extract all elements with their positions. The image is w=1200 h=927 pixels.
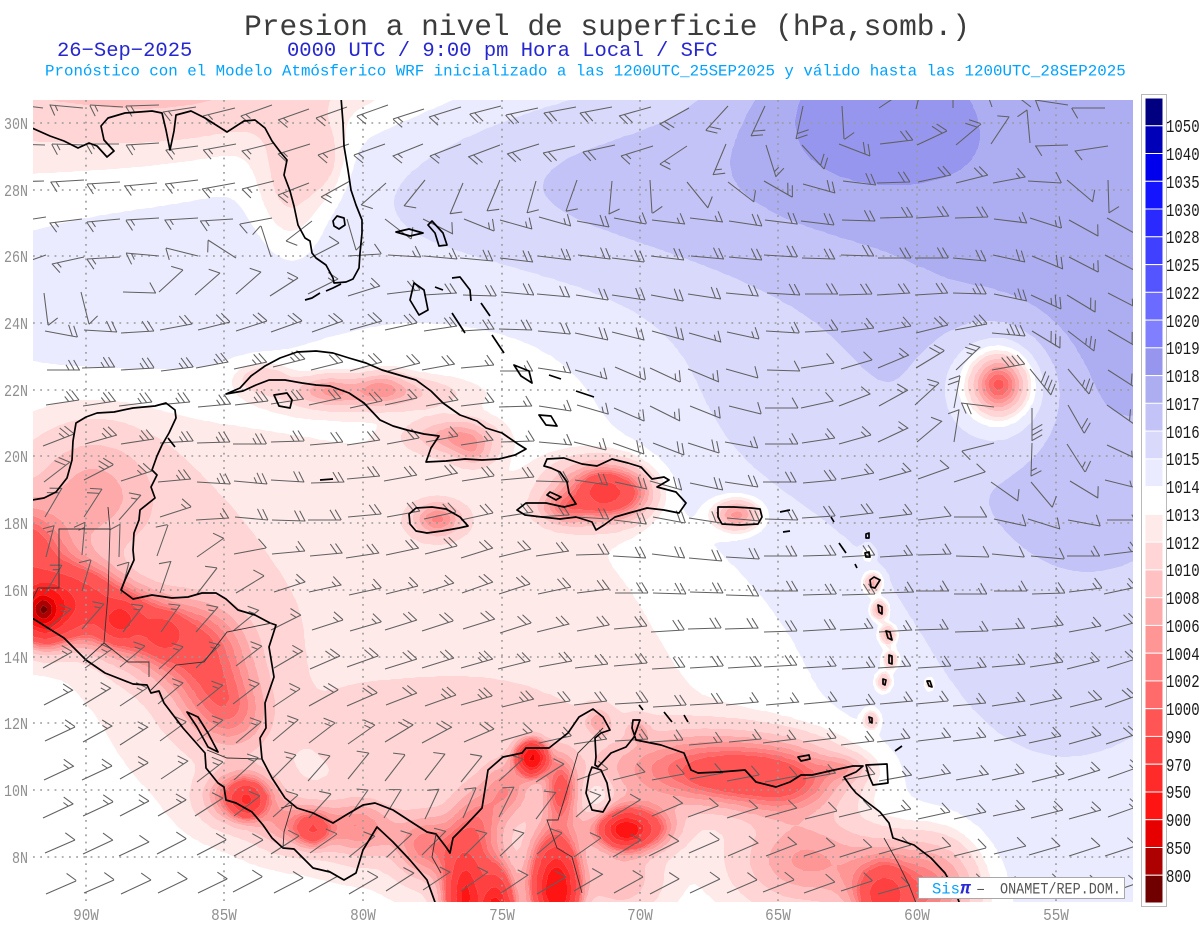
svg-text:30N: 30N [4, 115, 28, 134]
svg-text:1004: 1004 [1166, 645, 1200, 666]
svg-text:1015: 1015 [1166, 450, 1200, 471]
svg-text:1018: 1018 [1166, 367, 1200, 388]
svg-text:970: 970 [1166, 756, 1191, 777]
svg-text:Sis: Sis [932, 881, 960, 899]
svg-text:0000 UTC / 9:00 pm Hora Local: 0000 UTC / 9:00 pm Hora Local / SFC [287, 40, 718, 63]
svg-text:1017: 1017 [1166, 395, 1200, 416]
svg-text:900: 900 [1166, 811, 1191, 832]
svg-text:60W: 60W [904, 906, 930, 925]
svg-text:1028: 1028 [1166, 228, 1200, 249]
svg-text:1016: 1016 [1166, 423, 1200, 444]
svg-text:65W: 65W [765, 906, 791, 925]
svg-text:55W: 55W [1043, 906, 1069, 925]
svg-text:85W: 85W [211, 906, 237, 925]
svg-text:1020: 1020 [1166, 312, 1200, 333]
svg-text:1040: 1040 [1166, 145, 1200, 166]
svg-text:12N: 12N [4, 715, 28, 734]
svg-text:1019: 1019 [1166, 339, 1200, 360]
svg-text:28N: 28N [4, 182, 28, 201]
svg-text:16N: 16N [4, 582, 28, 601]
svg-text:70W: 70W [627, 906, 653, 925]
svg-text:14N: 14N [4, 649, 28, 668]
svg-text:8N: 8N [12, 849, 28, 868]
svg-text:1002: 1002 [1166, 672, 1200, 693]
svg-text:1013: 1013 [1166, 506, 1200, 527]
svg-text:1014: 1014 [1166, 478, 1200, 499]
svg-text:990: 990 [1166, 728, 1191, 749]
svg-text:1035: 1035 [1166, 173, 1200, 194]
svg-text:800: 800 [1166, 867, 1191, 888]
svg-text:22N: 22N [4, 382, 28, 401]
svg-text:Pronóstico con el Modelo Atmós: Pronóstico con el Modelo Atmósferico WRF… [45, 63, 1126, 81]
svg-text:1010: 1010 [1166, 561, 1200, 582]
svg-text:π: π [960, 880, 972, 900]
svg-text:1050: 1050 [1166, 117, 1200, 138]
svg-text:1000: 1000 [1166, 700, 1200, 721]
svg-text:10N: 10N [4, 782, 28, 801]
svg-text:1030: 1030 [1166, 201, 1200, 222]
svg-text:20N: 20N [4, 448, 28, 467]
svg-text:1008: 1008 [1166, 589, 1200, 610]
svg-text:80W: 80W [350, 906, 376, 925]
svg-text:1025: 1025 [1166, 256, 1200, 277]
svg-text:1012: 1012 [1166, 534, 1200, 555]
svg-text:ONAMET/REP.DOM.: ONAMET/REP.DOM. [1000, 881, 1121, 899]
svg-text:1022: 1022 [1166, 284, 1200, 305]
svg-text:1006: 1006 [1166, 617, 1200, 638]
svg-text:26−Sep−2025: 26−Sep−2025 [57, 40, 192, 63]
svg-text:75W: 75W [489, 906, 515, 925]
svg-text:24N: 24N [4, 315, 28, 334]
svg-text:950: 950 [1166, 783, 1191, 804]
svg-text:90W: 90W [73, 906, 99, 925]
svg-text:18N: 18N [4, 515, 28, 534]
svg-text:–: – [976, 881, 985, 899]
svg-text:Presion a nivel de superficie: Presion a nivel de superficie (hPa,somb.… [244, 10, 970, 44]
svg-text:850: 850 [1166, 839, 1191, 860]
svg-text:26N: 26N [4, 248, 28, 267]
